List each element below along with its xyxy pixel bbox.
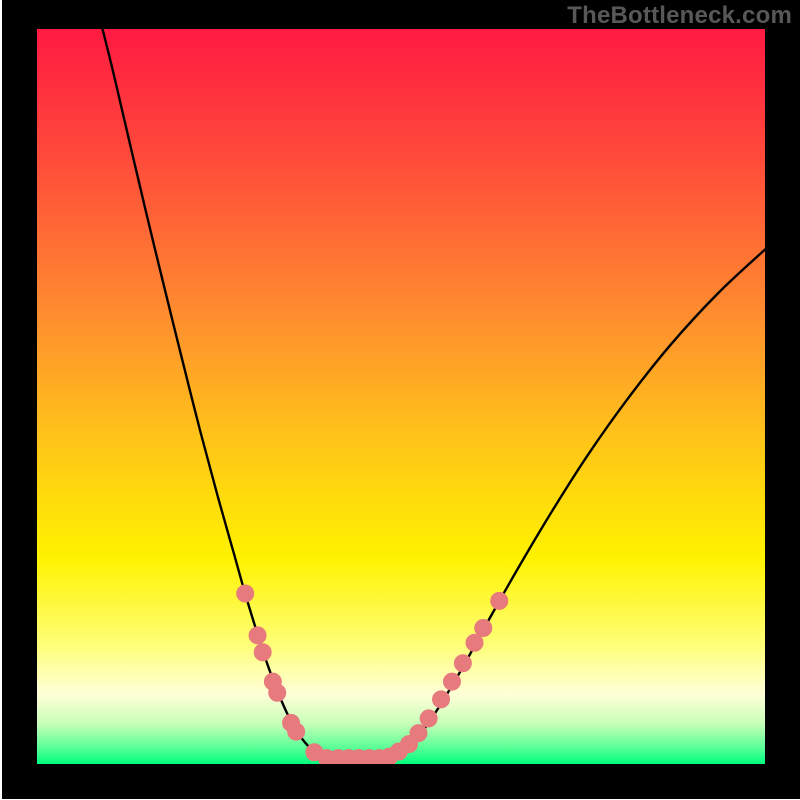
data-point-marker [269, 684, 286, 701]
data-point-marker [249, 627, 266, 644]
data-point-marker [491, 592, 508, 609]
data-point-marker [410, 725, 427, 742]
data-point-marker [288, 723, 305, 740]
data-point-marker [466, 634, 483, 651]
gradient-background [37, 29, 765, 764]
watermark-text: TheBottleneck.com [567, 2, 792, 30]
data-point-marker [433, 691, 450, 708]
data-point-marker [254, 644, 271, 661]
bottleneck-chart [0, 0, 800, 800]
data-point-marker [237, 585, 254, 602]
chart-container: TheBottleneck.com [0, 0, 800, 800]
data-point-marker [475, 620, 492, 637]
data-point-marker [443, 673, 460, 690]
data-point-marker [420, 710, 437, 727]
data-point-marker [454, 655, 471, 672]
